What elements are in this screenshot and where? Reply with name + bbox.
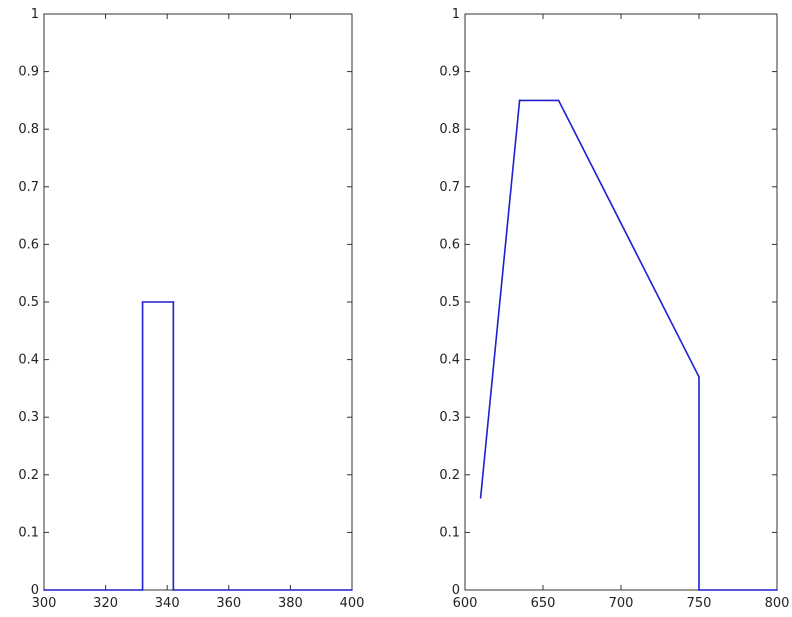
data-point [172,589,175,591]
data-point [557,99,560,102]
y-tick-label: 0.6 [18,237,39,252]
data-point [351,589,353,591]
data-point [518,99,521,102]
x-tick-label: 340 [155,596,180,611]
data-point [698,589,700,591]
x-tick-label: 750 [687,596,712,611]
x-tick-label: 700 [609,596,634,611]
chart-panel-1: 0 0.1 0.2 0.3 0.4 0.5 0.6 0.7 0.8 0.9 1 300 320 340 36… [18,7,364,611]
y-tick-label: 0.1 [18,525,39,540]
axes-frame [43,13,353,591]
y-tick-label: 1 [452,7,460,22]
y-tick-label: 0.8 [18,122,39,137]
y-tick-label: 0.7 [439,180,460,195]
y-tick-label: 0 [452,583,460,598]
x-tick-label: 600 [453,596,478,611]
y-tick-label: 0 [31,583,39,598]
y-tick-label: 0.7 [18,180,39,195]
y-tick-label: 1 [31,7,39,22]
x-tick-label: 380 [278,596,303,611]
series-line [479,99,777,591]
x-tick-label: 650 [531,596,556,611]
axes-frame [464,13,778,591]
x-tick-label: 320 [93,596,118,611]
y-tick-label: 0.5 [18,295,39,310]
y-tick-label: 0.6 [439,237,460,252]
y-tick-label: 0.9 [18,65,39,80]
y-tick-label: 0.3 [439,410,460,425]
x-tick-label: 300 [32,596,57,611]
chart-panel-2: 0 0.1 0.2 0.3 0.4 0.5 0.6 0.7 0.8 0.9 1 600 650 700 75… [439,7,789,611]
y-tick-label: 0.4 [18,353,39,368]
data-point [172,301,175,303]
y-tick-label: 0.4 [439,353,460,368]
data-point [141,589,144,591]
data-point [479,497,482,499]
y-tick-label: 0.9 [439,65,460,80]
y-tick-label: 0.2 [439,468,460,483]
y-tick-label: 0.5 [439,295,460,310]
y-tick-label: 0.2 [18,468,39,483]
data-point [43,589,45,591]
data-point [141,301,144,303]
y-tick-label: 0.8 [439,122,460,137]
data-point [776,589,778,591]
x-tick-label: 800 [765,596,790,611]
series-line [44,301,352,591]
data-point [698,376,700,378]
x-tick-label: 400 [340,596,365,611]
x-tick-label: 360 [216,596,241,611]
y-tick-label: 0.3 [18,410,39,425]
y-tick-label: 0.1 [439,525,460,540]
